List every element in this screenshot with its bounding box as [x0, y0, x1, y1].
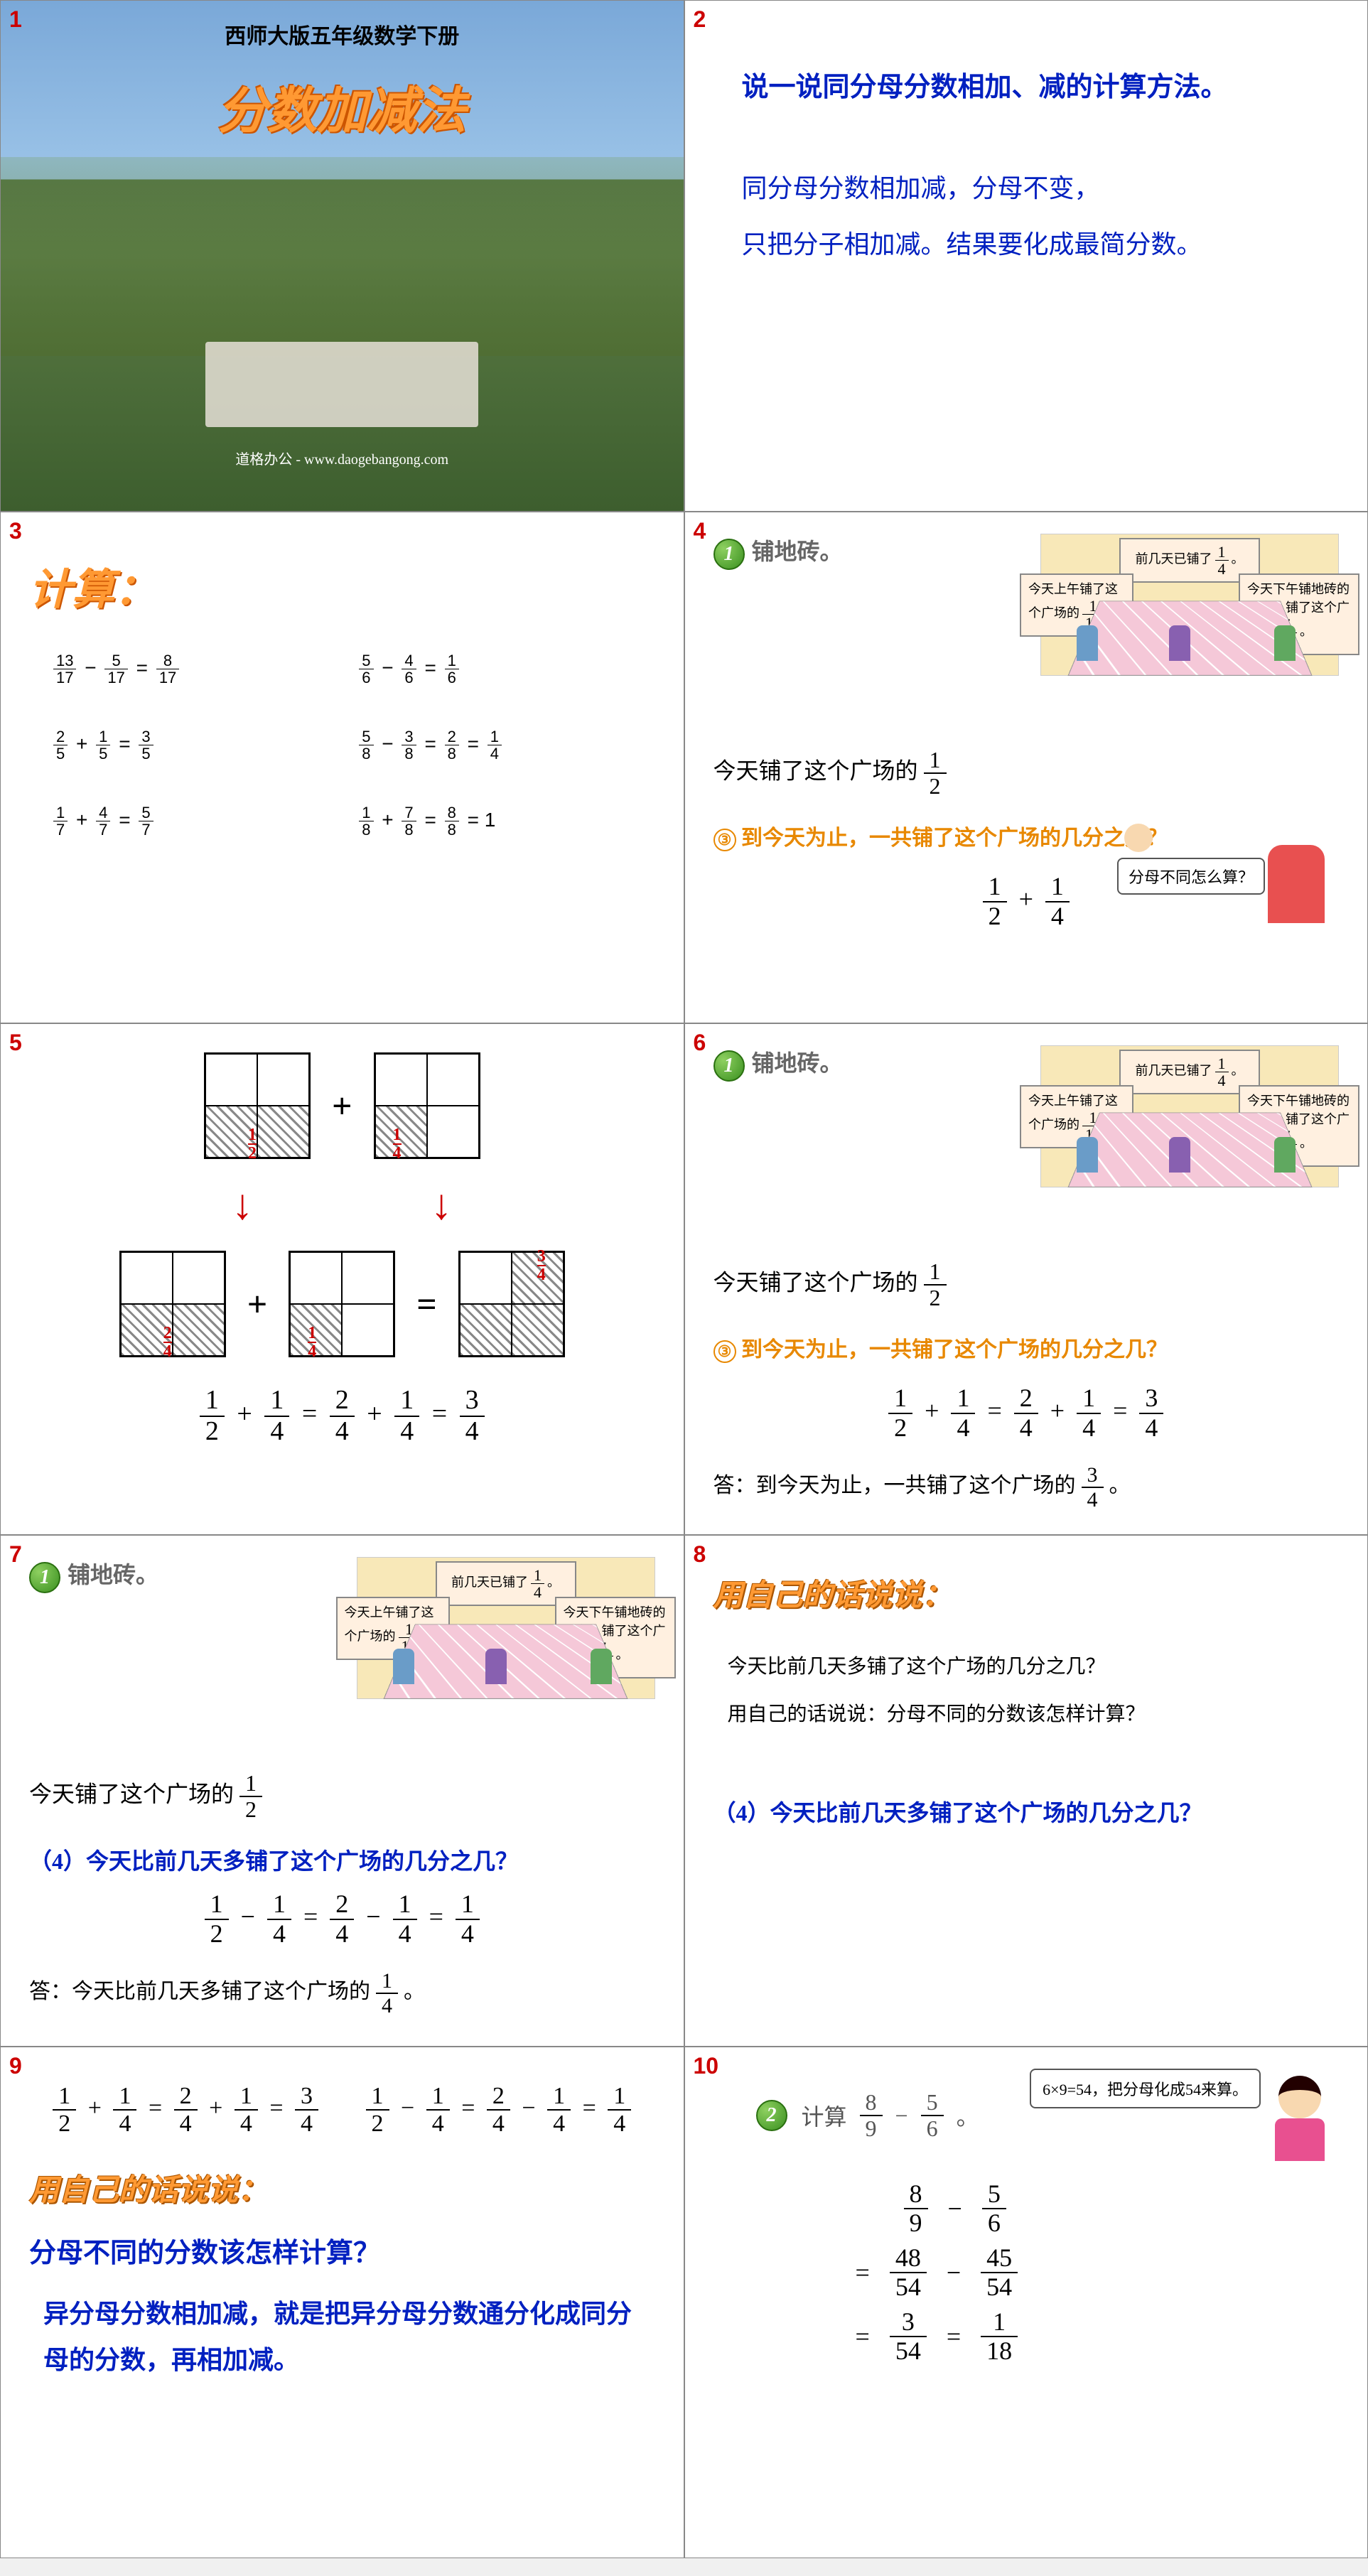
equation: 1317 − 517 = 817	[50, 652, 328, 686]
today-done: 今天铺了这个广场的12	[29, 1771, 655, 1822]
slide-1: 1 西师大版五年级数学下册 分数加减法 道格办公 - www.daogebang…	[0, 0, 684, 512]
rule-line-2: 只把分子相加减。结果要化成最简分数。	[742, 217, 1311, 273]
equation-solved: 12 + 14 = 24 + 14 = 34	[713, 1384, 1340, 1442]
answer: 答：今天比前几天多铺了这个广场的14。	[29, 1969, 655, 2017]
equation: 18 + 78 = 88 = 1	[356, 804, 633, 838]
slide-2: 2 说一说同分母分数相加、减的计算方法。 同分母分数相加减，分母不变， 只把分子…	[684, 0, 1368, 512]
slide-number: 5	[9, 1030, 22, 1056]
slide-8: 8 用自己的话说说： 今天比前几天多铺了这个广场的几分之几？ 用自己的话说说：分…	[684, 1535, 1368, 2047]
topic-icon: 1	[713, 539, 745, 570]
speech-bubble: 分母不同怎么算？	[1117, 858, 1265, 895]
slide-5: 5 12 + 14 ↓↓ 24 + 14 = 34 12 + 14 = 24 +…	[0, 1023, 684, 1535]
question-3: ③ 到今天为止，一共铺了这个广场的几分之几？	[713, 1332, 1340, 1363]
slide-number: 4	[694, 518, 706, 544]
topic-title: 铺地砖。	[68, 1562, 158, 1588]
summary-equation: 12 + 14 = 24 + 14 = 34	[29, 1386, 655, 1447]
slide-7: 7 1 铺地砖。 前几天已铺了14。 今天上午铺了这个广场的116。 今天下午铺地…	[0, 1535, 684, 2047]
question-4: （4）今天比前几天多铺了这个广场的几分之几？	[713, 1795, 1340, 1828]
rule-line-1: 同分母分数相加减，分母不变，	[742, 161, 1311, 217]
slide-number: 8	[694, 1541, 706, 1568]
diagram-row-1: 12 + 14	[29, 1052, 655, 1159]
equation: 25 + 15 = 35	[50, 728, 328, 762]
diagram-row-2: 24 + 14 = 34	[29, 1251, 655, 1357]
lesson-title: 分数加减法	[1, 71, 684, 143]
prompt-title: 说一说同分母分数相加、减的计算方法。	[742, 65, 1311, 104]
topic-icon: 1	[713, 1050, 745, 1082]
slide-6: 6 1 铺地砖。 前几天已铺了14。 今天上午铺了这个广场的116。 今天下午铺地…	[684, 1023, 1368, 1535]
prompt-line-2: 用自己的话说说：分母不同的分数该怎样计算？	[728, 1691, 1325, 1738]
section-title: 用自己的话说说：	[29, 2166, 655, 2209]
illustration: 前几天已铺了14。 今天上午铺了这个广场的116。 今天下午铺地砖的人多，铺了这…	[1040, 1045, 1339, 1187]
key-question: 分母不同的分数该怎样计算？	[29, 2231, 655, 2270]
calc-title: 计算：	[29, 555, 655, 617]
section-title: 用自己的话说说：	[713, 1571, 1340, 1615]
question-4: （4）今天比前几天多铺了这个广场的几分之几？	[29, 1843, 655, 1876]
equation: 17 + 47 = 57	[50, 804, 328, 838]
illustration: 前几天已铺了14。 今天上午铺了这个广场的116。 今天下午铺地砖的人多，铺了这…	[1040, 534, 1339, 676]
topic-title: 铺地砖。	[752, 539, 843, 564]
slide-4: 4 1 铺地砖。 前几天已铺了14。 今天上午铺了这个广场的116。 今天下午铺地…	[684, 512, 1368, 1023]
illustration: 前几天已铺了14。 今天上午铺了这个广场的116。 今天下午铺地砖的人多，铺了这…	[357, 1557, 655, 1699]
slide-3: 3 计算： 1317 − 517 = 817 56 − 46 = 16 25 + 1…	[0, 512, 684, 1023]
equations-row: 12 + 14 = 24 + 14 = 34 12 − 14 = 24 − 14…	[29, 2083, 655, 2138]
equation: 56 − 46 = 16	[356, 652, 633, 686]
slide-number: 9	[9, 2053, 22, 2079]
hint-bubble: 6×9=54，把分母化成54来算。	[1030, 2069, 1261, 2108]
student-icon	[1275, 2076, 1325, 2161]
slide-number: 3	[9, 518, 22, 544]
answer: 答：到今天为止，一共铺了这个广场的34。	[713, 1463, 1340, 1511]
slide-number: 1	[9, 6, 22, 33]
slide-number: 7	[9, 1541, 22, 1568]
footer-credit: 道格办公 - www.daogebangong.com	[1, 448, 684, 468]
today-done: 今天铺了这个广场的12	[713, 1259, 1340, 1310]
student-icon: 分母不同怎么算？	[1110, 845, 1325, 923]
slide-10: 10 2 计算 89 − 56 。 6×9=54，把分母化成54来算。 89 −…	[684, 2047, 1368, 2558]
equation-grid: 1317 − 517 = 817 56 − 46 = 16 25 + 15 = 35…	[29, 652, 655, 839]
slide-number: 10	[694, 2053, 719, 2079]
slide-number: 6	[694, 1030, 706, 1056]
prompt-line-1: 今天比前几天多铺了这个广场的几分之几？	[728, 1643, 1325, 1691]
slide-number: 2	[694, 6, 706, 33]
topic-title: 铺地砖。	[752, 1050, 843, 1076]
worked-calculation: 89 − 56 = 4854 − 4554 = 354 = 118	[856, 2177, 1340, 2368]
topic-icon: 1	[29, 1562, 60, 1593]
slide-9: 9 12 + 14 = 24 + 14 = 34 12 − 14 = 24 − …	[0, 2047, 684, 2558]
equation-solved: 12 − 14 = 24 − 14 = 14	[29, 1890, 655, 1948]
equation: 58 − 38 = 28 = 14	[356, 728, 633, 762]
today-done: 今天铺了这个广场的12	[713, 748, 1340, 799]
textbook-subtitle: 西师大版五年级数学下册	[1, 18, 684, 50]
key-answer: 异分母分数相加减，就是把异分母分数通分化成同分母的分数，再相加减。	[43, 2291, 641, 2383]
